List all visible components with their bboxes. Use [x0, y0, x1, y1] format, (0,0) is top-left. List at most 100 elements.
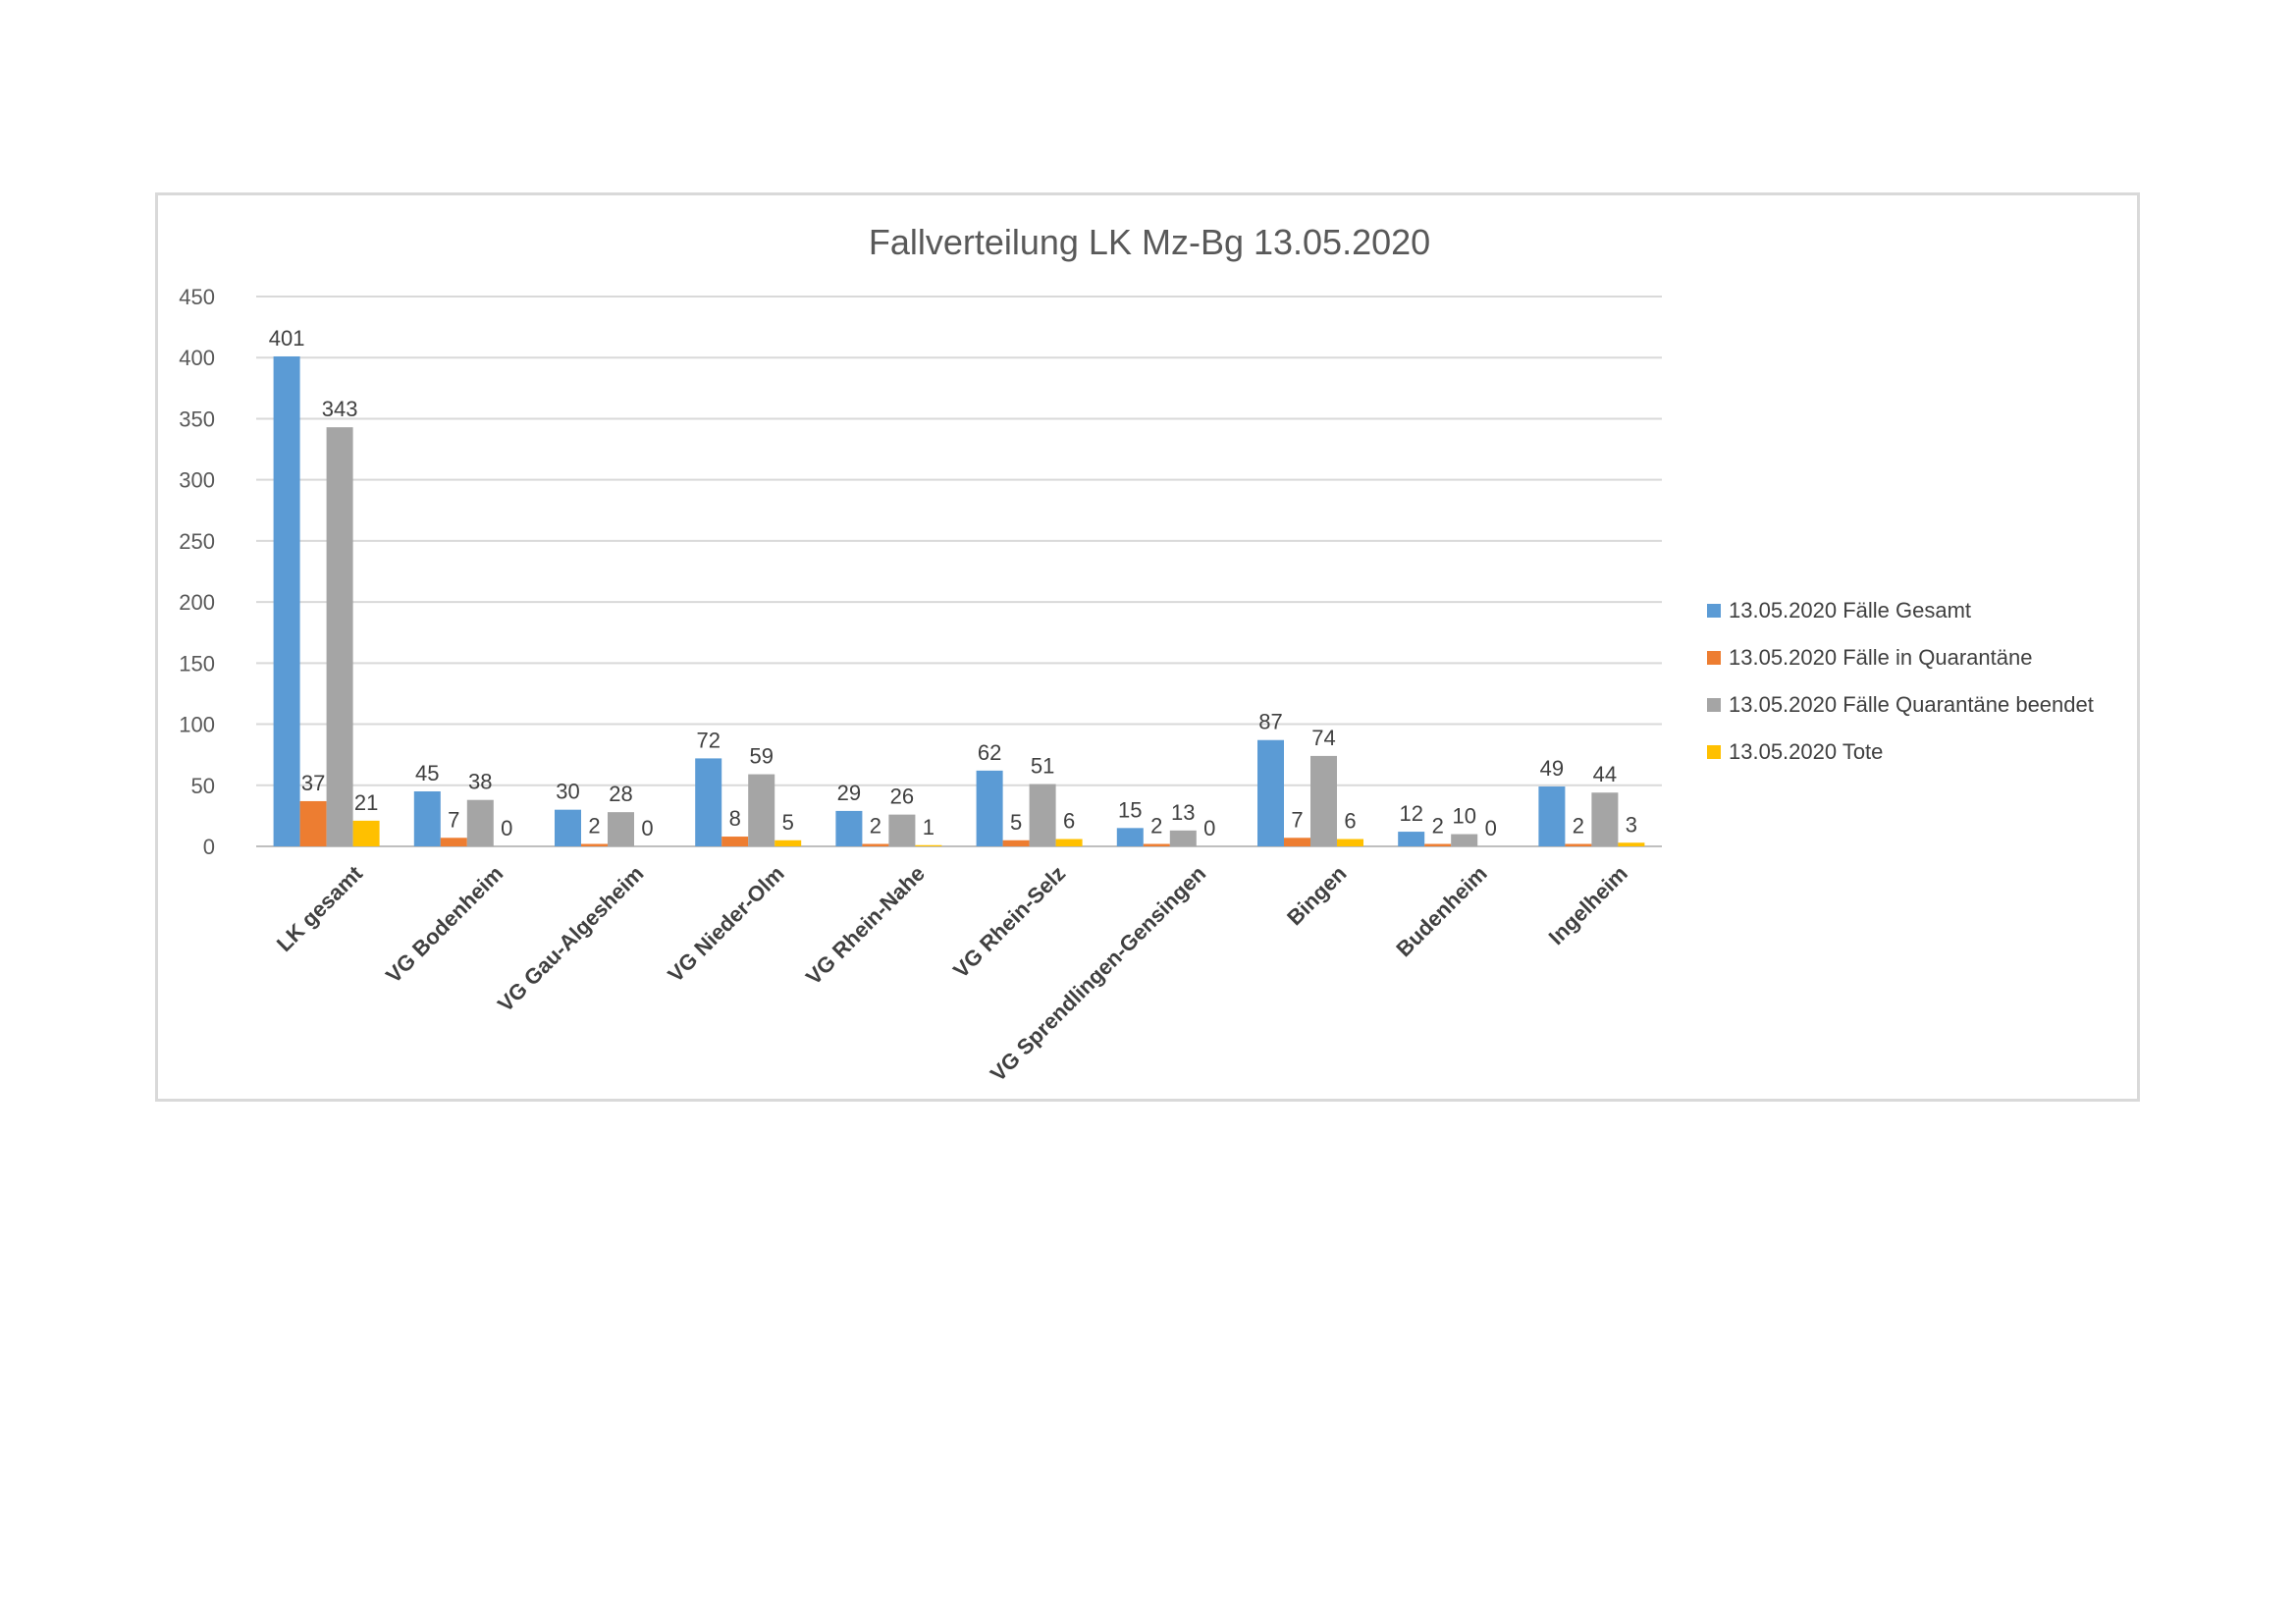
legend-item: 13.05.2020 Fälle Quarantäne beendet — [1707, 692, 2094, 717]
bar — [888, 814, 916, 846]
data-label: 74 — [1311, 726, 1335, 750]
data-label: 29 — [837, 781, 861, 805]
bar — [1337, 839, 1363, 846]
bar — [440, 838, 467, 846]
bar — [608, 812, 634, 846]
bar — [352, 820, 380, 846]
legend-label: 13.05.2020 Fälle in Quarantäne — [1729, 645, 2032, 670]
legend-label: 13.05.2020 Fälle Quarantäne beendet — [1729, 692, 2094, 717]
bar — [748, 774, 775, 846]
category-label: VG Nieder-Olm — [663, 861, 788, 987]
data-label: 10 — [1452, 804, 1475, 829]
y-tick-label: 400 — [179, 346, 215, 370]
y-tick-label: 50 — [191, 774, 215, 798]
data-label: 49 — [1540, 756, 1564, 781]
data-label: 7 — [1291, 807, 1303, 832]
y-tick-label: 300 — [179, 468, 215, 493]
data-label: 7 — [448, 807, 459, 832]
data-label: 28 — [609, 782, 632, 806]
category-label: VG Rhein-Selz — [948, 861, 1070, 983]
bar — [1257, 739, 1284, 846]
category-label: Bingen — [1282, 861, 1351, 930]
data-label: 13 — [1171, 800, 1195, 825]
bar — [1591, 792, 1619, 846]
bar — [326, 427, 353, 846]
bar — [1055, 839, 1083, 846]
data-label: 8 — [729, 806, 741, 831]
category-label: VG Bodenheim — [381, 861, 507, 988]
chart-title: Fallverteilung LK Mz-Bg 13.05.2020 — [869, 222, 1430, 262]
data-label: 2 — [588, 814, 600, 839]
data-label: 37 — [301, 771, 325, 795]
category-label: Budenheim — [1391, 861, 1491, 961]
bar — [1143, 843, 1170, 846]
data-label: 3 — [1626, 812, 1637, 837]
data-label: 87 — [1258, 710, 1282, 734]
data-label: 6 — [1344, 809, 1356, 834]
legend-label: 13.05.2020 Tote — [1729, 739, 1883, 764]
data-label: 401 — [269, 326, 305, 351]
bar — [466, 799, 494, 846]
bar — [721, 837, 749, 846]
data-label: 51 — [1031, 754, 1054, 779]
legend-label: 13.05.2020 Fälle Gesamt — [1729, 598, 1971, 623]
legend-item: 13.05.2020 Fälle Gesamt — [1707, 598, 1971, 623]
category-label: VG Rhein-Nahe — [801, 861, 930, 990]
bar — [1565, 843, 1592, 846]
chart-frame: Fallverteilung LK Mz-Bg 13.05.2020 0 50 10… — [155, 192, 2140, 1102]
bar — [915, 844, 942, 846]
category-label: LK gesamt — [272, 860, 368, 956]
bar — [413, 791, 441, 846]
bar — [695, 758, 722, 846]
legend-swatch — [1707, 745, 1721, 759]
category-label: VG Gau-Algesheim — [493, 861, 649, 1017]
bar — [1618, 842, 1645, 846]
data-label: 59 — [749, 744, 773, 769]
y-tick-label: 250 — [179, 529, 215, 554]
bar — [1398, 832, 1425, 846]
y-tick-label: 200 — [179, 590, 215, 615]
bar — [1310, 755, 1337, 846]
bar — [774, 839, 802, 846]
bar — [1538, 786, 1566, 846]
data-label: 45 — [415, 761, 439, 785]
data-label: 5 — [782, 810, 794, 835]
data-label: 62 — [978, 740, 1001, 765]
legend-swatch — [1707, 698, 1721, 712]
category-label: Ingelheim — [1544, 861, 1632, 949]
data-label: 44 — [1593, 762, 1617, 786]
y-tick-label: 100 — [179, 713, 215, 737]
legend-swatch — [1707, 651, 1721, 665]
y-tick-label: 350 — [179, 406, 215, 431]
data-label: 6 — [1063, 809, 1075, 834]
data-label: 30 — [556, 780, 579, 804]
legend-item: 13.05.2020 Fälle in Quarantäne — [1707, 645, 2032, 670]
bar — [835, 810, 863, 846]
bar — [1169, 830, 1197, 846]
data-label: 5 — [1010, 810, 1022, 835]
data-label: 343 — [322, 397, 358, 421]
bar — [555, 809, 581, 846]
data-label: 72 — [696, 728, 720, 752]
bar — [299, 800, 327, 846]
bar — [1029, 784, 1056, 846]
bar — [976, 770, 1003, 846]
data-label: 38 — [468, 770, 492, 794]
bar — [1002, 839, 1030, 846]
data-label: 2 — [870, 814, 881, 839]
data-label: 0 — [1203, 816, 1215, 840]
bar — [1451, 834, 1478, 846]
bar — [1424, 843, 1452, 846]
data-label: 2 — [1150, 814, 1162, 839]
data-label: 2 — [1573, 814, 1584, 839]
data-label: 2 — [1432, 814, 1444, 839]
legend-item: 13.05.2020 Tote — [1707, 739, 1883, 764]
bar-chart: Fallverteilung LK Mz-Bg 13.05.2020 05010… — [179, 222, 2094, 1086]
data-label: 26 — [890, 785, 914, 809]
y-tick-label: 0 — [203, 835, 215, 859]
data-label: 0 — [1485, 816, 1497, 840]
data-label: 12 — [1399, 801, 1422, 826]
legend-swatch — [1707, 604, 1721, 618]
data-label: 21 — [354, 790, 378, 815]
bar — [581, 843, 608, 846]
